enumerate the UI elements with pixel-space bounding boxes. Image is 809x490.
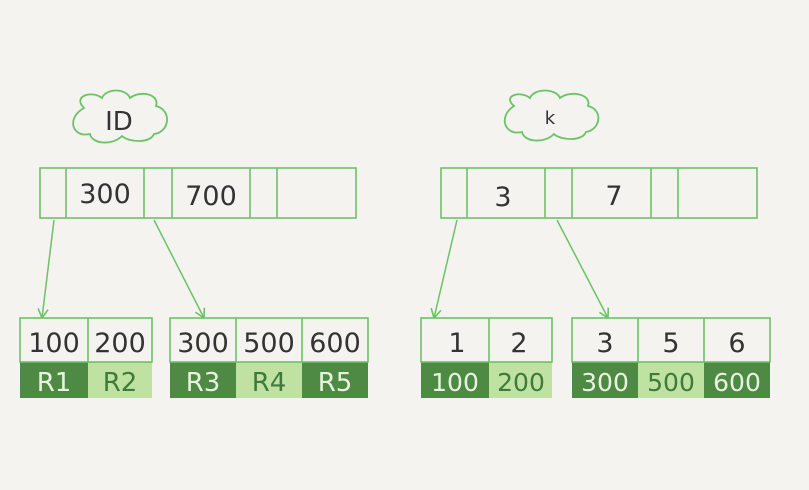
row-value: R5 <box>318 368 353 398</box>
row-value: R4 <box>252 368 287 398</box>
key-row <box>19 317 153 363</box>
root-node: 300 700 <box>39 167 357 219</box>
root-node: 3 7 <box>440 167 758 219</box>
leaf-node: 300 500 600 R3 R4 R5 <box>169 317 369 398</box>
value-cell-light <box>638 362 704 398</box>
cloud-outline <box>72 89 168 144</box>
value-cell-dark <box>421 362 489 398</box>
value-cell-light <box>236 362 302 398</box>
key-row <box>169 317 369 363</box>
value-cell-dark <box>704 362 770 398</box>
primary-key-value: 100 <box>431 368 479 397</box>
leaf-node: 3 5 6 300 500 600 <box>571 317 771 398</box>
tree-label-cloud: ID <box>72 89 168 144</box>
value-cell-light <box>489 362 552 398</box>
primary-key-value: 600 <box>713 368 761 397</box>
leaf-node: 1 2 100 200 <box>420 317 553 398</box>
leaf-key: 6 <box>728 328 745 359</box>
row-value: R3 <box>186 368 221 398</box>
primary-key-value: 200 <box>497 368 545 397</box>
secondary-index-tree: k 3 7 1 2 100 200 <box>420 89 771 398</box>
value-cell-dark <box>302 362 368 398</box>
value-cell-dark <box>572 362 638 398</box>
row-value: R1 <box>37 368 72 398</box>
arrow-to-leaf <box>430 219 458 320</box>
leaf-key: 3 <box>596 328 613 359</box>
leaf-key: 300 <box>177 328 229 359</box>
primary-key-value: 300 <box>581 368 629 397</box>
leaf-key: 1 <box>448 328 465 359</box>
cloud-outline <box>503 89 600 142</box>
key-row <box>571 317 771 363</box>
arrow-to-leaf <box>556 219 610 320</box>
leaf-key: 100 <box>28 328 80 359</box>
primary-key-tree: ID 300 700 100 200 R1 R2 <box>19 89 369 398</box>
value-cell-dark <box>20 362 88 398</box>
root-key: 7 <box>605 181 622 212</box>
leaf-key: 2 <box>510 328 527 359</box>
leaf-key: 500 <box>243 328 295 359</box>
primary-key-value: 500 <box>647 368 695 397</box>
key-row <box>420 317 553 363</box>
row-value: R2 <box>103 368 138 398</box>
arrow-to-leaf <box>153 219 206 320</box>
root-node-box <box>39 167 357 219</box>
tree-label-cloud: k <box>503 89 600 142</box>
leaf-key: 200 <box>94 328 146 359</box>
leaf-node: 100 200 R1 R2 <box>19 317 153 398</box>
value-cell-light <box>88 362 152 398</box>
root-key: 700 <box>185 181 237 212</box>
value-cell-dark <box>170 362 236 398</box>
tree-label: ID <box>105 107 133 137</box>
root-key: 300 <box>79 179 131 210</box>
root-key: 3 <box>494 182 511 213</box>
tree-label: k <box>545 108 556 129</box>
leaf-key: 600 <box>309 328 361 359</box>
leaf-key: 5 <box>662 328 679 359</box>
root-node-box <box>440 167 758 219</box>
arrow-to-leaf <box>37 219 55 320</box>
